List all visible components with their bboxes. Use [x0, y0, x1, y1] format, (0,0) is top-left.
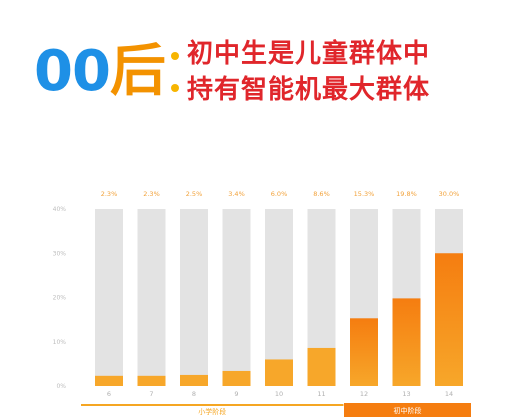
- bar-value-label: 6.0%: [271, 190, 288, 198]
- bar-background: [180, 209, 208, 386]
- x-tick-label: 9: [234, 390, 238, 398]
- y-tick-label: 40%: [53, 206, 67, 213]
- bar-background: [137, 209, 166, 386]
- y-tick-label: 10%: [53, 339, 67, 346]
- bar-value-label: 8.6%: [313, 190, 330, 198]
- bar: [307, 347, 336, 386]
- y-tick-label: 20%: [53, 295, 67, 302]
- bar: [435, 253, 463, 386]
- bar-value-label: 30.0%: [439, 190, 460, 198]
- headline-title-char: 后: [109, 39, 166, 104]
- bar-value-label: 2.3%: [143, 190, 160, 198]
- bar-value-label: 19.8%: [396, 190, 417, 198]
- bar: [392, 298, 421, 386]
- primary-school-label: 小学阶段: [198, 407, 226, 416]
- middle-school-bracket: [344, 403, 471, 417]
- bar-value-label: 15.3%: [354, 190, 375, 198]
- bar-background: [265, 209, 293, 386]
- y-tick-label: 30%: [53, 250, 67, 257]
- bar-value-label: 2.3%: [101, 190, 118, 198]
- x-tick-label: 10: [275, 390, 283, 398]
- colon-dots: [170, 52, 179, 92]
- headline-title-digits: 00: [34, 39, 111, 104]
- middle-school-label: 初中阶段: [394, 406, 422, 415]
- bar: [180, 374, 208, 386]
- x-tick-label: 7: [149, 390, 153, 398]
- bar-background: [95, 209, 123, 386]
- y-tick-label: 0%: [56, 383, 66, 390]
- x-tick-label: 14: [445, 390, 453, 398]
- x-tick-label: 6: [107, 390, 111, 398]
- bar-value-label: 2.5%: [186, 190, 203, 198]
- headline-line-1: 初中生是儿童群体中: [186, 39, 430, 69]
- primary-school-bracket: [81, 404, 344, 406]
- x-tick-label: 8: [192, 390, 196, 398]
- x-tick-label: 13: [402, 390, 410, 398]
- bar: [95, 375, 123, 386]
- bar: [222, 370, 251, 386]
- headline: 00后 初中生是儿童群体中 持有智能机最大群体: [34, 36, 430, 108]
- bar: [137, 375, 166, 386]
- x-tick-label: 11: [317, 390, 325, 398]
- headline-title: 00后: [34, 44, 166, 100]
- bar: [350, 318, 378, 386]
- x-tick-label: 12: [360, 390, 368, 398]
- headline-subtitle: 初中生是儿童群体中 持有智能机最大群体: [187, 36, 430, 108]
- bar-background: [222, 209, 251, 386]
- bar: [265, 359, 293, 386]
- headline-line-2: 持有智能机最大群体: [186, 75, 430, 105]
- bar-value-label: 3.4%: [228, 190, 245, 198]
